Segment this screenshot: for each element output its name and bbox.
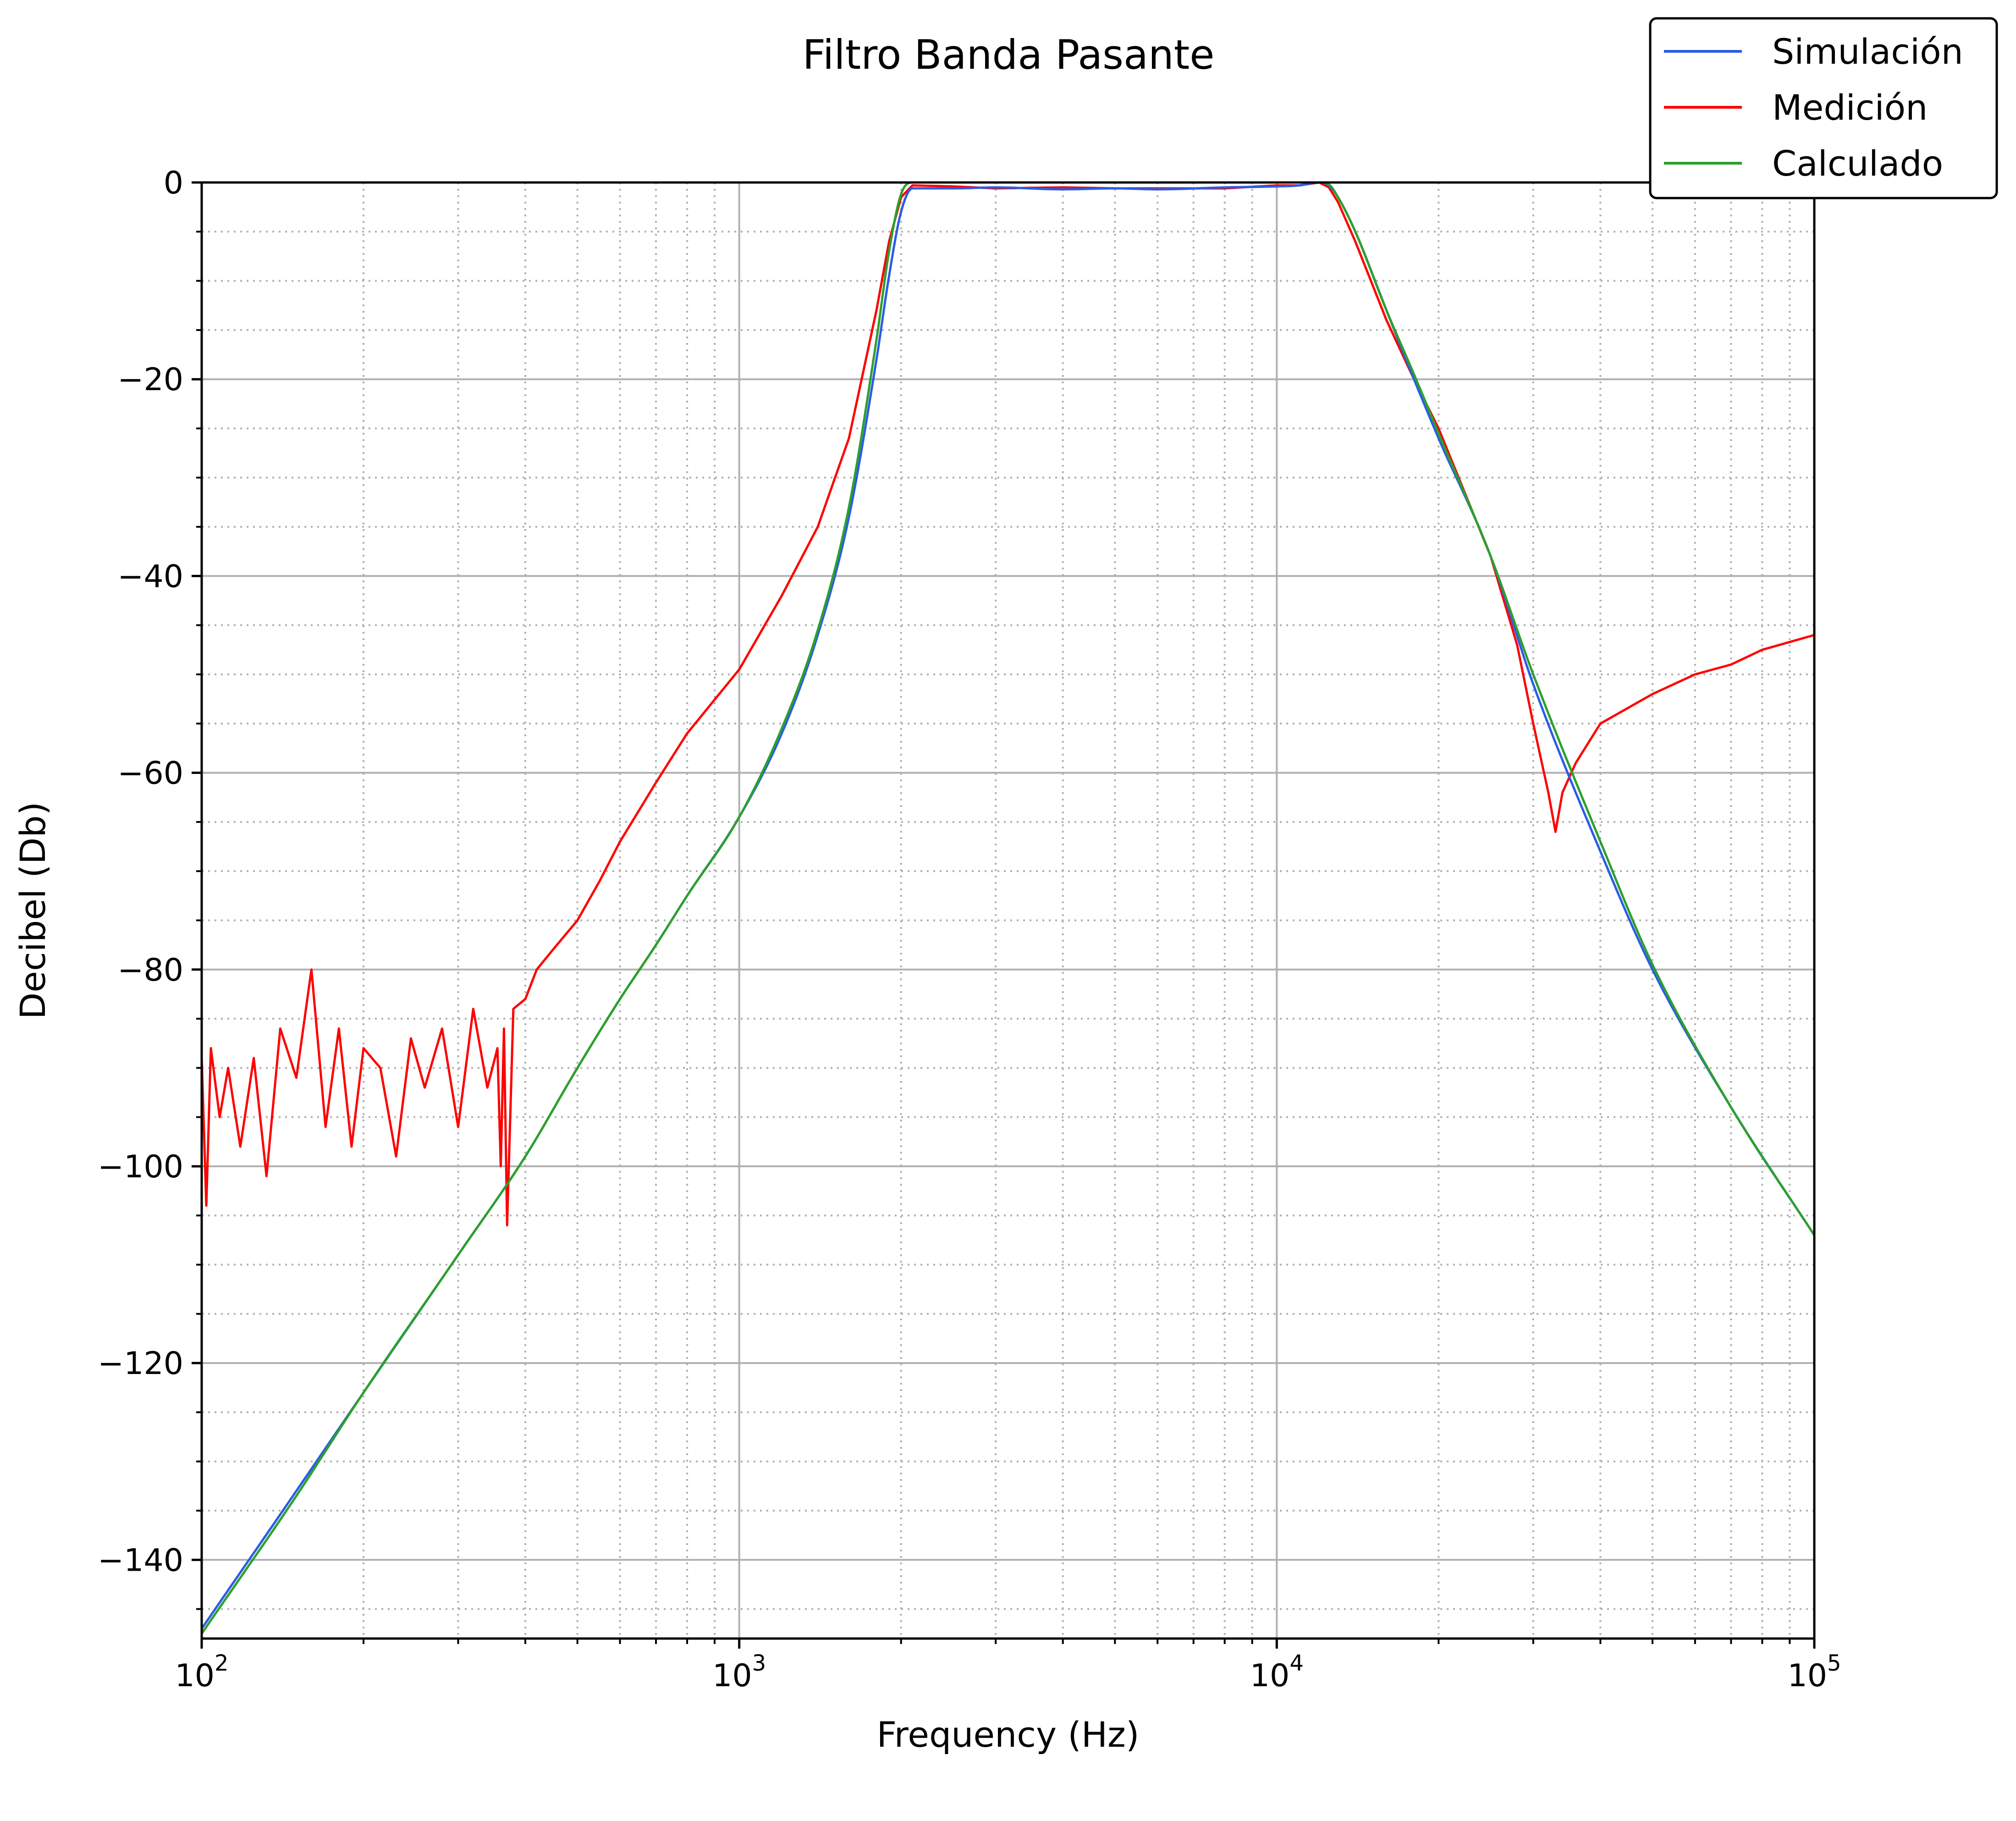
chart-title: Filtro Banda Pasante xyxy=(803,31,1215,78)
y-tick-label: 0 xyxy=(164,165,183,201)
legend-label: Medición xyxy=(1772,87,1928,128)
y-tick-label: −140 xyxy=(98,1542,183,1578)
y-tick-label: −60 xyxy=(117,756,183,792)
series-line-1 xyxy=(200,181,1816,1629)
axis-ticks xyxy=(192,181,1816,1649)
y-tick-label: −20 xyxy=(117,362,183,398)
y-tick-labels: 0 −20 −40 −60 −80 −100 −120 −140 xyxy=(98,165,183,1578)
legend-label: Simulación xyxy=(1772,31,1963,72)
x-tick-label: 104 xyxy=(1250,1650,1304,1694)
x-tick-label: 105 xyxy=(1787,1650,1841,1694)
legend-box xyxy=(1649,17,1998,199)
y-axis-label: Decibel (Db) xyxy=(12,802,53,1020)
x-tick-label: 103 xyxy=(712,1650,766,1694)
x-axis-label: Frequency (Hz) xyxy=(876,1714,1139,1755)
legend: Simulación Medición Calculado xyxy=(1649,17,1998,199)
y-tick-label: −80 xyxy=(117,952,183,988)
y-tick-label: −120 xyxy=(98,1346,183,1382)
series-line-2 xyxy=(200,181,1815,1227)
series-line-3 xyxy=(200,181,1816,1634)
minor-grid xyxy=(202,182,1814,1639)
legend-label: Calculado xyxy=(1772,143,1943,184)
y-tick-label: −100 xyxy=(98,1149,183,1185)
x-tick-label: 102 xyxy=(175,1650,228,1694)
plot-frame xyxy=(200,181,1816,1640)
y-tick-label: −40 xyxy=(117,558,183,595)
major-grid xyxy=(201,182,1815,1639)
series-lines xyxy=(200,181,1816,1634)
x-tick-labels: 102 103 104 105 xyxy=(175,1650,1841,1694)
